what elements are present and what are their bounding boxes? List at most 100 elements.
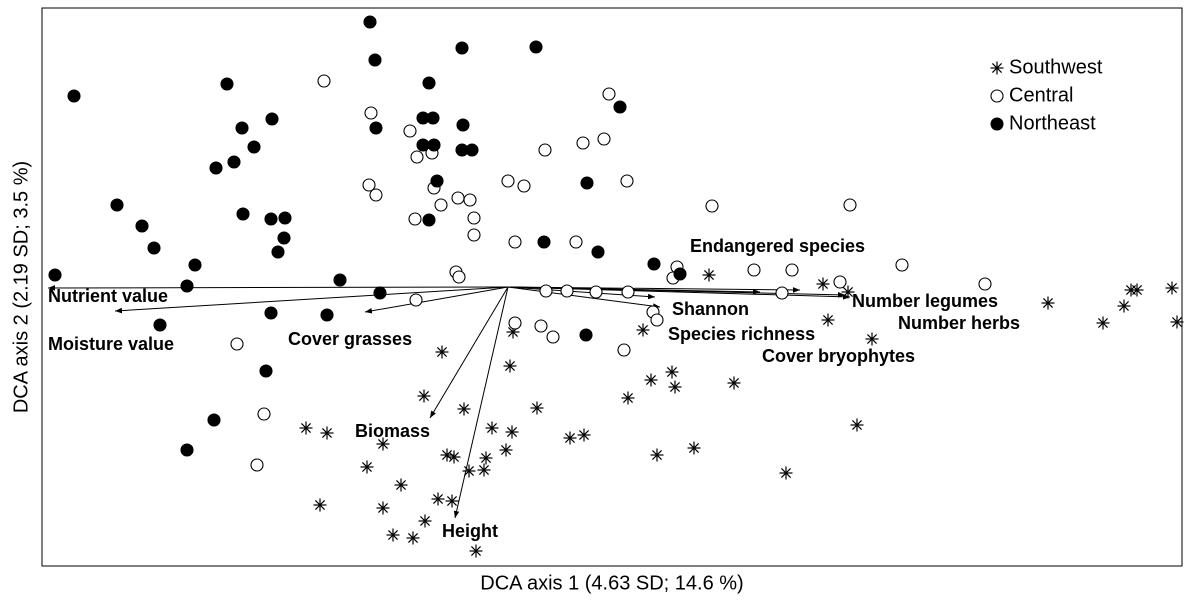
arrow-label: Moisture value xyxy=(48,334,174,354)
plot-frame xyxy=(41,7,1183,567)
circle-shape xyxy=(843,198,857,212)
biplot-arrow xyxy=(429,286,509,419)
star-marker xyxy=(621,391,635,405)
filled-circle-marker xyxy=(259,364,273,378)
circle-shape xyxy=(180,443,194,457)
open-circle-marker xyxy=(705,199,719,213)
star-marker xyxy=(821,313,835,327)
circle-shape xyxy=(990,89,1004,103)
arrow-label: Species richness xyxy=(668,324,815,344)
circle-shape xyxy=(650,313,664,327)
circle-shape xyxy=(110,198,124,212)
biplot-arrow xyxy=(364,286,509,314)
filled-circle-marker xyxy=(209,161,223,175)
circle-shape xyxy=(247,140,261,154)
filled-circle-marker xyxy=(271,245,285,259)
filled-circle-marker xyxy=(180,279,194,293)
y-axis-label: DCA axis 2 (2.19 SD; 3.5 %) xyxy=(10,161,32,413)
circle-shape xyxy=(422,213,436,227)
star-marker xyxy=(1130,283,1144,297)
arrow-label: Height xyxy=(442,521,498,541)
open-circle-marker xyxy=(569,235,583,249)
filled-circle-marker xyxy=(48,268,62,282)
star-marker xyxy=(417,389,431,403)
circle-shape xyxy=(508,316,522,330)
star-stroke xyxy=(506,426,518,438)
open-circle-marker xyxy=(410,150,424,164)
star-stroke xyxy=(1118,300,1130,312)
star-stroke xyxy=(432,493,444,505)
star-marker xyxy=(445,494,459,508)
open-circle-marker xyxy=(463,193,477,207)
circle-shape xyxy=(250,458,264,472)
circle-shape xyxy=(259,364,273,378)
circle-shape xyxy=(534,319,548,333)
open-circle-marker xyxy=(362,178,376,192)
open-circle-marker xyxy=(990,89,1004,103)
star-stroke xyxy=(1131,284,1143,296)
circle-shape xyxy=(775,286,789,300)
circle-shape xyxy=(427,138,441,152)
circle-shape xyxy=(529,40,543,54)
filled-circle-marker xyxy=(153,318,167,332)
circle-shape xyxy=(580,176,594,190)
star-stroke xyxy=(822,314,834,326)
x-axis-label: DCA axis 1 (4.63 SD; 14.6 %) xyxy=(480,572,743,594)
star-stroke xyxy=(418,390,430,402)
circle-shape xyxy=(430,174,444,188)
biplot-arrow xyxy=(114,286,509,314)
star-stroke xyxy=(504,360,516,372)
open-circle-marker xyxy=(364,106,378,120)
arrow-label: Number herbs xyxy=(898,313,1020,333)
open-circle-marker xyxy=(467,228,481,242)
open-circle-marker xyxy=(650,313,664,327)
circle-shape xyxy=(67,89,81,103)
filled-circle-marker xyxy=(427,138,441,152)
star-stroke xyxy=(666,366,678,378)
circle-shape xyxy=(320,308,334,322)
star-stroke xyxy=(448,451,460,463)
star-marker xyxy=(668,380,682,394)
filled-circle-marker xyxy=(188,258,202,272)
circle-shape xyxy=(538,143,552,157)
star-marker xyxy=(841,285,855,299)
star-marker xyxy=(447,450,461,464)
circle-shape xyxy=(271,245,285,259)
open-circle-marker xyxy=(775,286,789,300)
arrow-label: Number legumes xyxy=(852,291,998,311)
filled-circle-marker xyxy=(455,41,469,55)
filled-circle-marker xyxy=(368,53,382,67)
star-stroke xyxy=(703,269,715,281)
open-circle-marker xyxy=(546,330,560,344)
circle-shape xyxy=(373,286,387,300)
open-circle-marker xyxy=(250,458,264,472)
circle-shape xyxy=(135,219,149,233)
star-marker xyxy=(850,418,864,432)
circle-shape xyxy=(209,161,223,175)
circle-shape xyxy=(422,76,436,90)
open-circle-marker xyxy=(621,285,635,299)
star-stroke xyxy=(622,392,634,404)
circle-shape xyxy=(362,178,376,192)
circle-shape xyxy=(621,285,635,299)
star-stroke xyxy=(842,286,854,298)
circle-shape xyxy=(333,273,347,287)
circle-shape xyxy=(257,407,271,421)
star-marker xyxy=(990,61,1004,75)
biplot-arrow xyxy=(507,286,661,309)
filled-circle-marker xyxy=(180,443,194,457)
circle-shape xyxy=(579,328,593,342)
circle-shape xyxy=(235,121,249,135)
filled-circle-marker xyxy=(416,138,430,152)
star-marker xyxy=(435,345,449,359)
star-marker xyxy=(1117,299,1131,313)
biplot-arrow xyxy=(47,285,509,291)
circle-shape xyxy=(236,207,250,221)
circle-shape xyxy=(673,267,687,281)
legend-text: Southwest xyxy=(1009,56,1103,78)
open-circle-marker xyxy=(451,191,465,205)
circle-shape xyxy=(277,231,291,245)
star-stroke xyxy=(361,461,373,473)
star-stroke xyxy=(446,495,458,507)
filled-circle-marker xyxy=(235,121,249,135)
